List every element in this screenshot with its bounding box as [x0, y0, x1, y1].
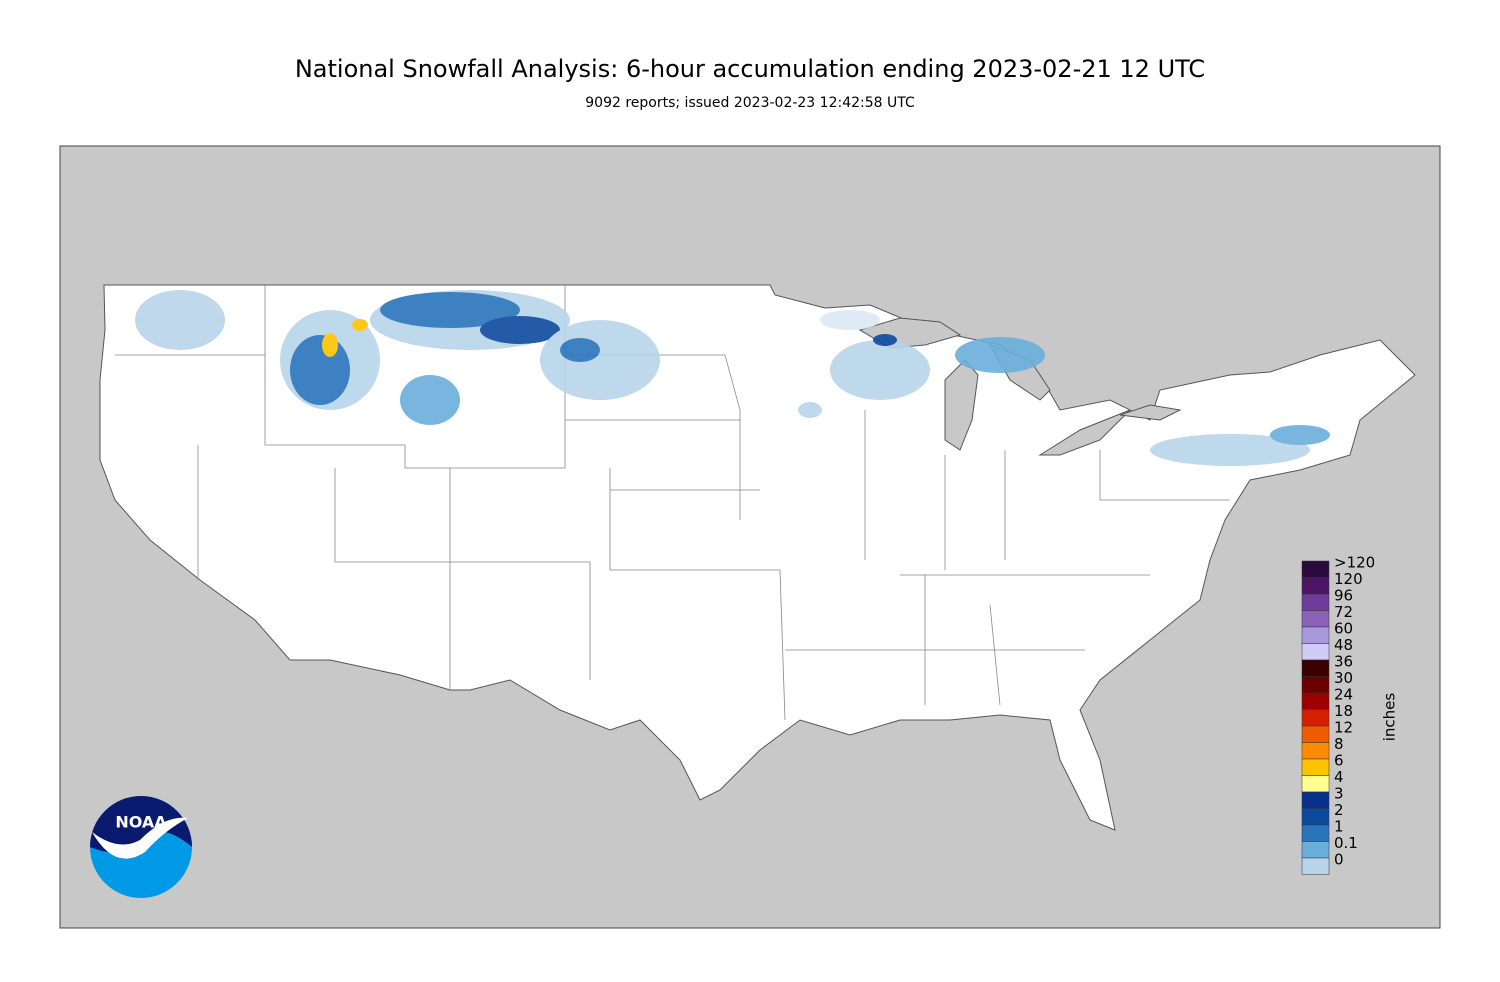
legend: inches >1201209672604836302418128643210.…: [1301, 554, 1399, 875]
subtitle: 9092 reports; issued 2023-02-23 12:42:58…: [585, 95, 915, 111]
legend-label: 36: [1334, 653, 1353, 671]
legend-label: 60: [1334, 620, 1353, 638]
legend-swatch: [1301, 857, 1330, 875]
legend-swatch: [1301, 577, 1330, 595]
legend-swatch: [1301, 742, 1330, 760]
legend-swatch: [1301, 824, 1330, 842]
legend-label: 1: [1334, 818, 1344, 836]
legend-label: 72: [1334, 603, 1353, 621]
legend-swatch: [1301, 692, 1330, 710]
logo: NOAA: [90, 796, 192, 898]
legend-swatch: [1301, 841, 1330, 859]
legend-swatch: [1301, 593, 1330, 611]
legend-label: 2: [1334, 801, 1344, 819]
legend-swatch: [1301, 791, 1330, 809]
legend-unit: inches: [1381, 693, 1399, 742]
legend-label: 12: [1334, 719, 1353, 737]
legend-swatch: [1301, 610, 1330, 628]
legend-swatch: [1301, 775, 1330, 793]
legend-swatch: [1301, 643, 1330, 661]
legend-label: 18: [1334, 702, 1353, 720]
legend-label: 48: [1334, 636, 1353, 654]
legend-swatch: [1301, 758, 1330, 776]
legend-label: 96: [1334, 587, 1353, 605]
legend-label: >120: [1334, 554, 1375, 572]
legend-swatch: [1301, 676, 1330, 694]
legend-swatch: [1301, 659, 1330, 677]
legend-label: 24: [1334, 686, 1353, 704]
legend-label: 6: [1334, 752, 1344, 770]
snow-areas: [135, 290, 1330, 466]
legend-label: 30: [1334, 669, 1353, 687]
title: National Snowfall Analysis: 6-hour accum…: [295, 55, 1205, 83]
logo-text: NOAA: [115, 813, 167, 832]
legend-swatch: [1301, 808, 1330, 826]
legend-label: 3: [1334, 785, 1344, 803]
legend-swatch: [1301, 725, 1330, 743]
legend-swatch: [1301, 626, 1330, 644]
legend-label: 120: [1334, 570, 1363, 588]
map: [59, 145, 1441, 929]
legend-label: 4: [1334, 768, 1344, 786]
legend-swatch: [1301, 560, 1330, 578]
legend-label: 0: [1334, 851, 1344, 869]
legend-label: 0.1: [1334, 834, 1358, 852]
legend-swatch: [1301, 709, 1330, 727]
legend-label: 8: [1334, 735, 1344, 753]
